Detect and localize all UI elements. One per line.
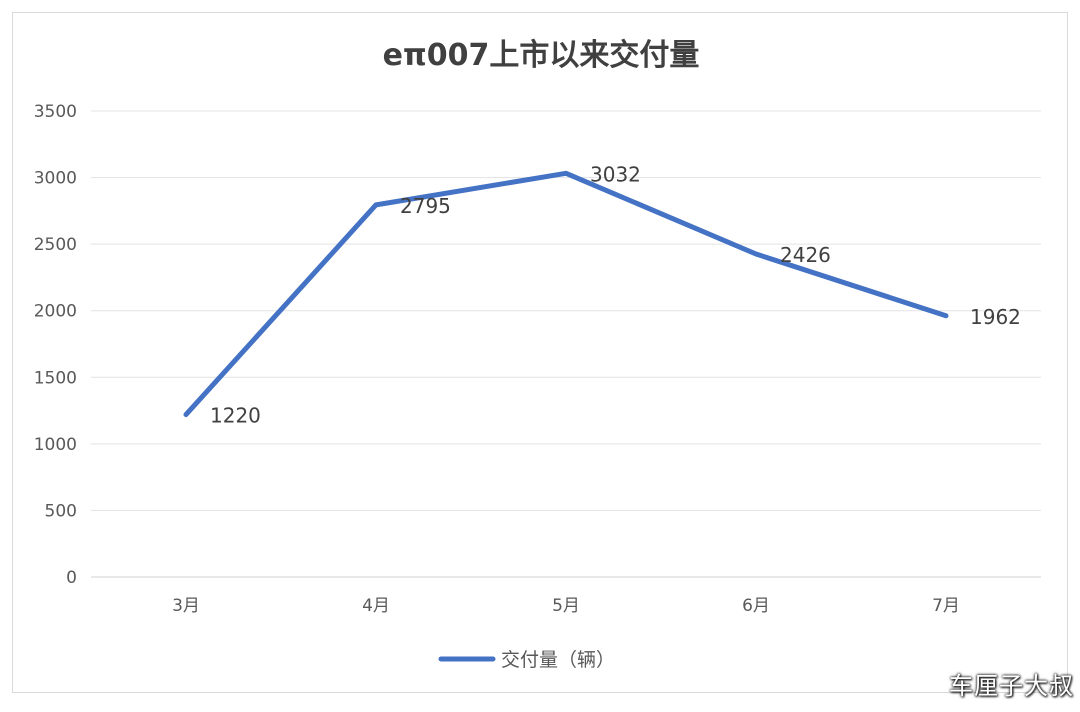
- y-tick-label: 3000: [34, 169, 77, 189]
- data-label: 1962: [970, 305, 1021, 329]
- x-tick-label: 5月: [552, 596, 580, 616]
- y-tick-label: 2500: [34, 235, 77, 255]
- x-tick-label: 7月: [932, 596, 960, 616]
- y-tick-label: 1000: [34, 435, 77, 455]
- legend-label: 交付量（辆）: [501, 649, 615, 671]
- watermark: 车厘子大叔: [949, 666, 1074, 701]
- x-tick-label: 3月: [172, 596, 200, 616]
- y-tick-label: 0: [66, 568, 77, 588]
- x-tick-label: 4月: [362, 596, 390, 616]
- data-label: 1220: [210, 404, 261, 428]
- data-label: 3032: [590, 162, 641, 186]
- series-line: [186, 173, 946, 414]
- y-tick-label: 3500: [34, 102, 77, 122]
- y-tick-label: 500: [45, 501, 77, 521]
- y-tick-label: 2000: [34, 302, 77, 322]
- data-label: 2426: [780, 243, 831, 267]
- y-tick-label: 1500: [34, 368, 77, 388]
- chart-frame: eπ007上市以来交付量 0 500 1000 1500 2000 2500 3000 3500…: [12, 12, 1068, 693]
- x-tick-label: 6月: [742, 596, 770, 616]
- chart-title: eπ007上市以来交付量: [383, 38, 700, 73]
- data-label: 2795: [400, 194, 451, 218]
